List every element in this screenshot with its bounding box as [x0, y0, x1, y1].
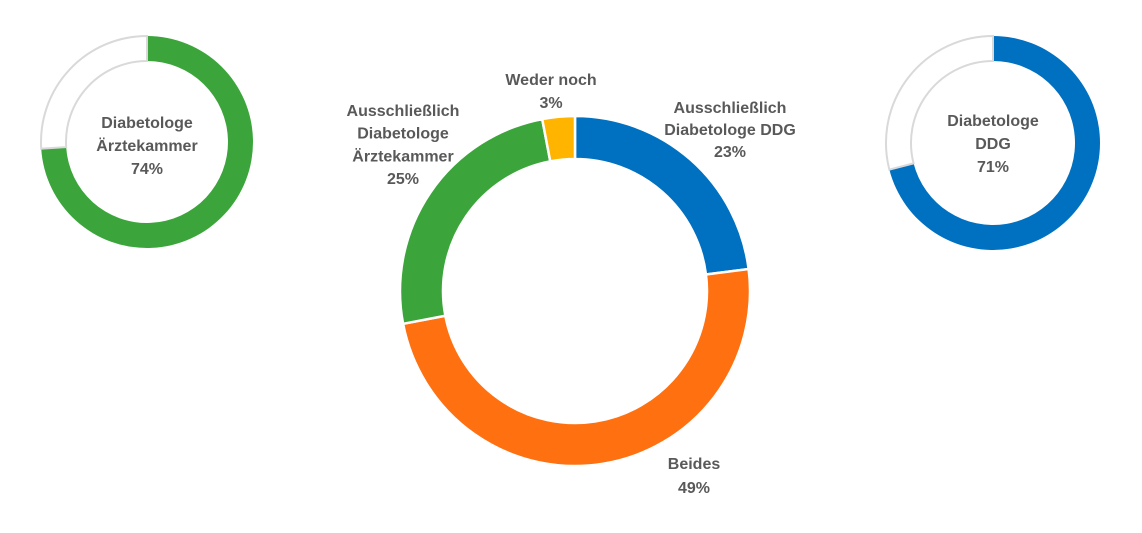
label-aerztekammer-line-1: Ärztekammer — [96, 137, 197, 155]
label-1-line-1: 49% — [678, 480, 710, 497]
slice-weder-noch — [540, 114, 577, 163]
label-3-line-0: Weder noch — [505, 72, 596, 89]
donut-aerztekammer — [40, 34, 253, 248]
slice-rest — [885, 34, 994, 171]
label-aerztekammer-line-0: Diabetologe — [101, 115, 193, 132]
slice-beides — [401, 267, 752, 468]
donut-main — [398, 114, 752, 468]
label-0-line-1: Diabetologe DDG — [664, 122, 796, 139]
label-3-line-1: 3% — [539, 95, 562, 112]
donut-ddg — [885, 34, 1100, 250]
label-aerztekammer-line-2: 74% — [131, 161, 163, 178]
slice-rest — [40, 34, 148, 150]
slice-ausschließlich-diabetologe-ddg — [573, 114, 751, 276]
label-2-line-3: 25% — [387, 171, 419, 188]
label-1-line-0: Beides — [668, 456, 721, 473]
label-2-line-0: Ausschließlich — [347, 103, 460, 120]
label-ddg-line-2: 71% — [977, 159, 1009, 176]
label-ddg-line-1: DDG — [975, 136, 1011, 153]
label-2-line-2: Ärztekammer — [352, 147, 453, 165]
label-0-line-0: Ausschließlich — [674, 100, 787, 117]
label-ddg-line-0: Diabetologe — [947, 113, 1039, 130]
label-0-line-2: 23% — [714, 144, 746, 161]
label-2-line-1: Diabetologe — [357, 126, 449, 143]
